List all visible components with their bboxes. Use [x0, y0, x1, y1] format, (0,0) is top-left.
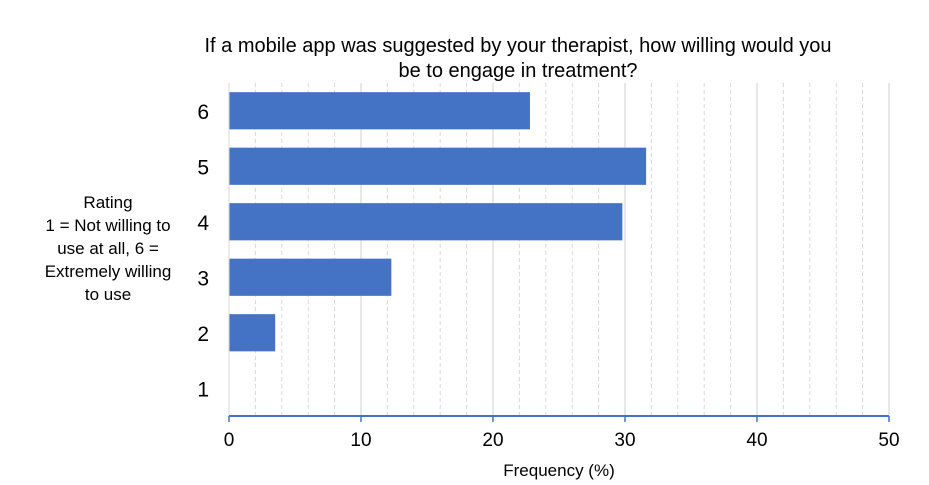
x-tick-label: 50	[878, 430, 899, 451]
bar-rating-2	[229, 314, 276, 352]
y-axis-label-line-5: to use	[85, 285, 131, 304]
y-tick-label: 1	[197, 378, 209, 401]
x-tick-label: 0	[224, 430, 235, 451]
y-axis-label-line-1: Rating	[83, 193, 132, 212]
bar-rating-5	[229, 147, 647, 185]
y-tick-layer: 6 5 4 3 2 1	[197, 101, 209, 402]
x-tick-label: 40	[746, 430, 767, 451]
y-axis-label-line-3: use at all, 6 =	[57, 239, 159, 258]
chart-title-line-1: If a mobile app was suggested by your th…	[204, 35, 831, 57]
grid-layer	[254, 83, 890, 416]
y-tick-label: 4	[197, 212, 209, 235]
bar-layer	[229, 92, 647, 352]
bar-rating-3	[229, 258, 392, 296]
x-tick-layer: 0 10 20 30 40 50	[224, 416, 900, 451]
x-tick-label: 30	[614, 430, 635, 451]
bar-rating-4	[229, 203, 623, 241]
y-axis-label-line-2: 1 = Not willing to	[45, 216, 170, 235]
y-tick-label: 5	[197, 156, 209, 179]
x-tick-label: 20	[482, 430, 503, 451]
y-tick-label: 2	[197, 323, 209, 346]
y-tick-label: 6	[197, 101, 209, 124]
chart-title-line-2: be to engage in treatment?	[398, 60, 637, 82]
x-tick-label: 10	[350, 430, 371, 451]
bar-rating-6	[229, 92, 530, 130]
y-tick-label: 3	[197, 267, 209, 290]
y-axis-label-line-4: Extremely willing	[45, 262, 172, 281]
x-axis-label: Frequency (%)	[503, 461, 614, 480]
